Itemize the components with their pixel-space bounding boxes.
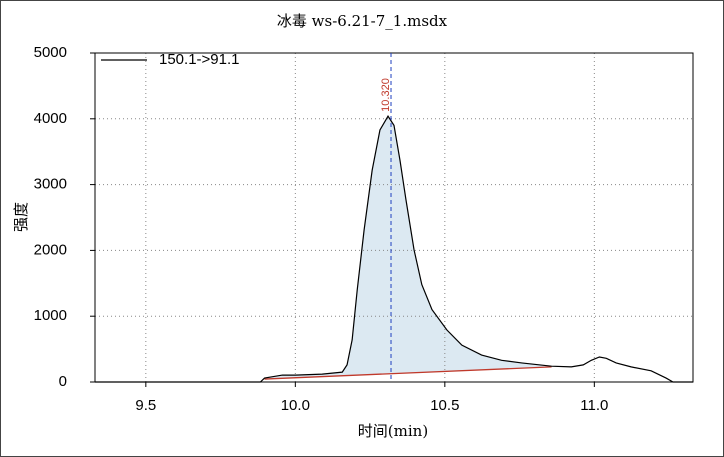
peak-area	[264, 116, 552, 380]
series-line	[95, 115, 693, 383]
y-axis-label: 强度	[12, 202, 30, 232]
peak-label: 10.320	[380, 78, 392, 112]
y-tick-label: 5000	[34, 44, 67, 61]
x-tick-label: 10.0	[281, 397, 310, 414]
y-tick-label: 0	[59, 373, 67, 390]
x-tick-label: 11.0	[580, 397, 608, 414]
y-tick-label: 3000	[34, 176, 67, 193]
integration-baseline	[264, 366, 552, 380]
x-tick-label: 9.5	[135, 397, 156, 414]
x-tick-label: 10.5	[430, 397, 459, 414]
y-tick-label: 2000	[34, 241, 67, 258]
chart-title: 冰毒 ws-6.21-7_1.msdx	[277, 12, 448, 30]
plot-frame	[94, 52, 694, 383]
y-tick-label: 4000	[34, 110, 67, 127]
x-axis-label: 时间(min)	[358, 422, 428, 440]
y-tick-label: 1000	[34, 307, 67, 324]
legend-label: 150.1->91.1	[159, 51, 240, 68]
